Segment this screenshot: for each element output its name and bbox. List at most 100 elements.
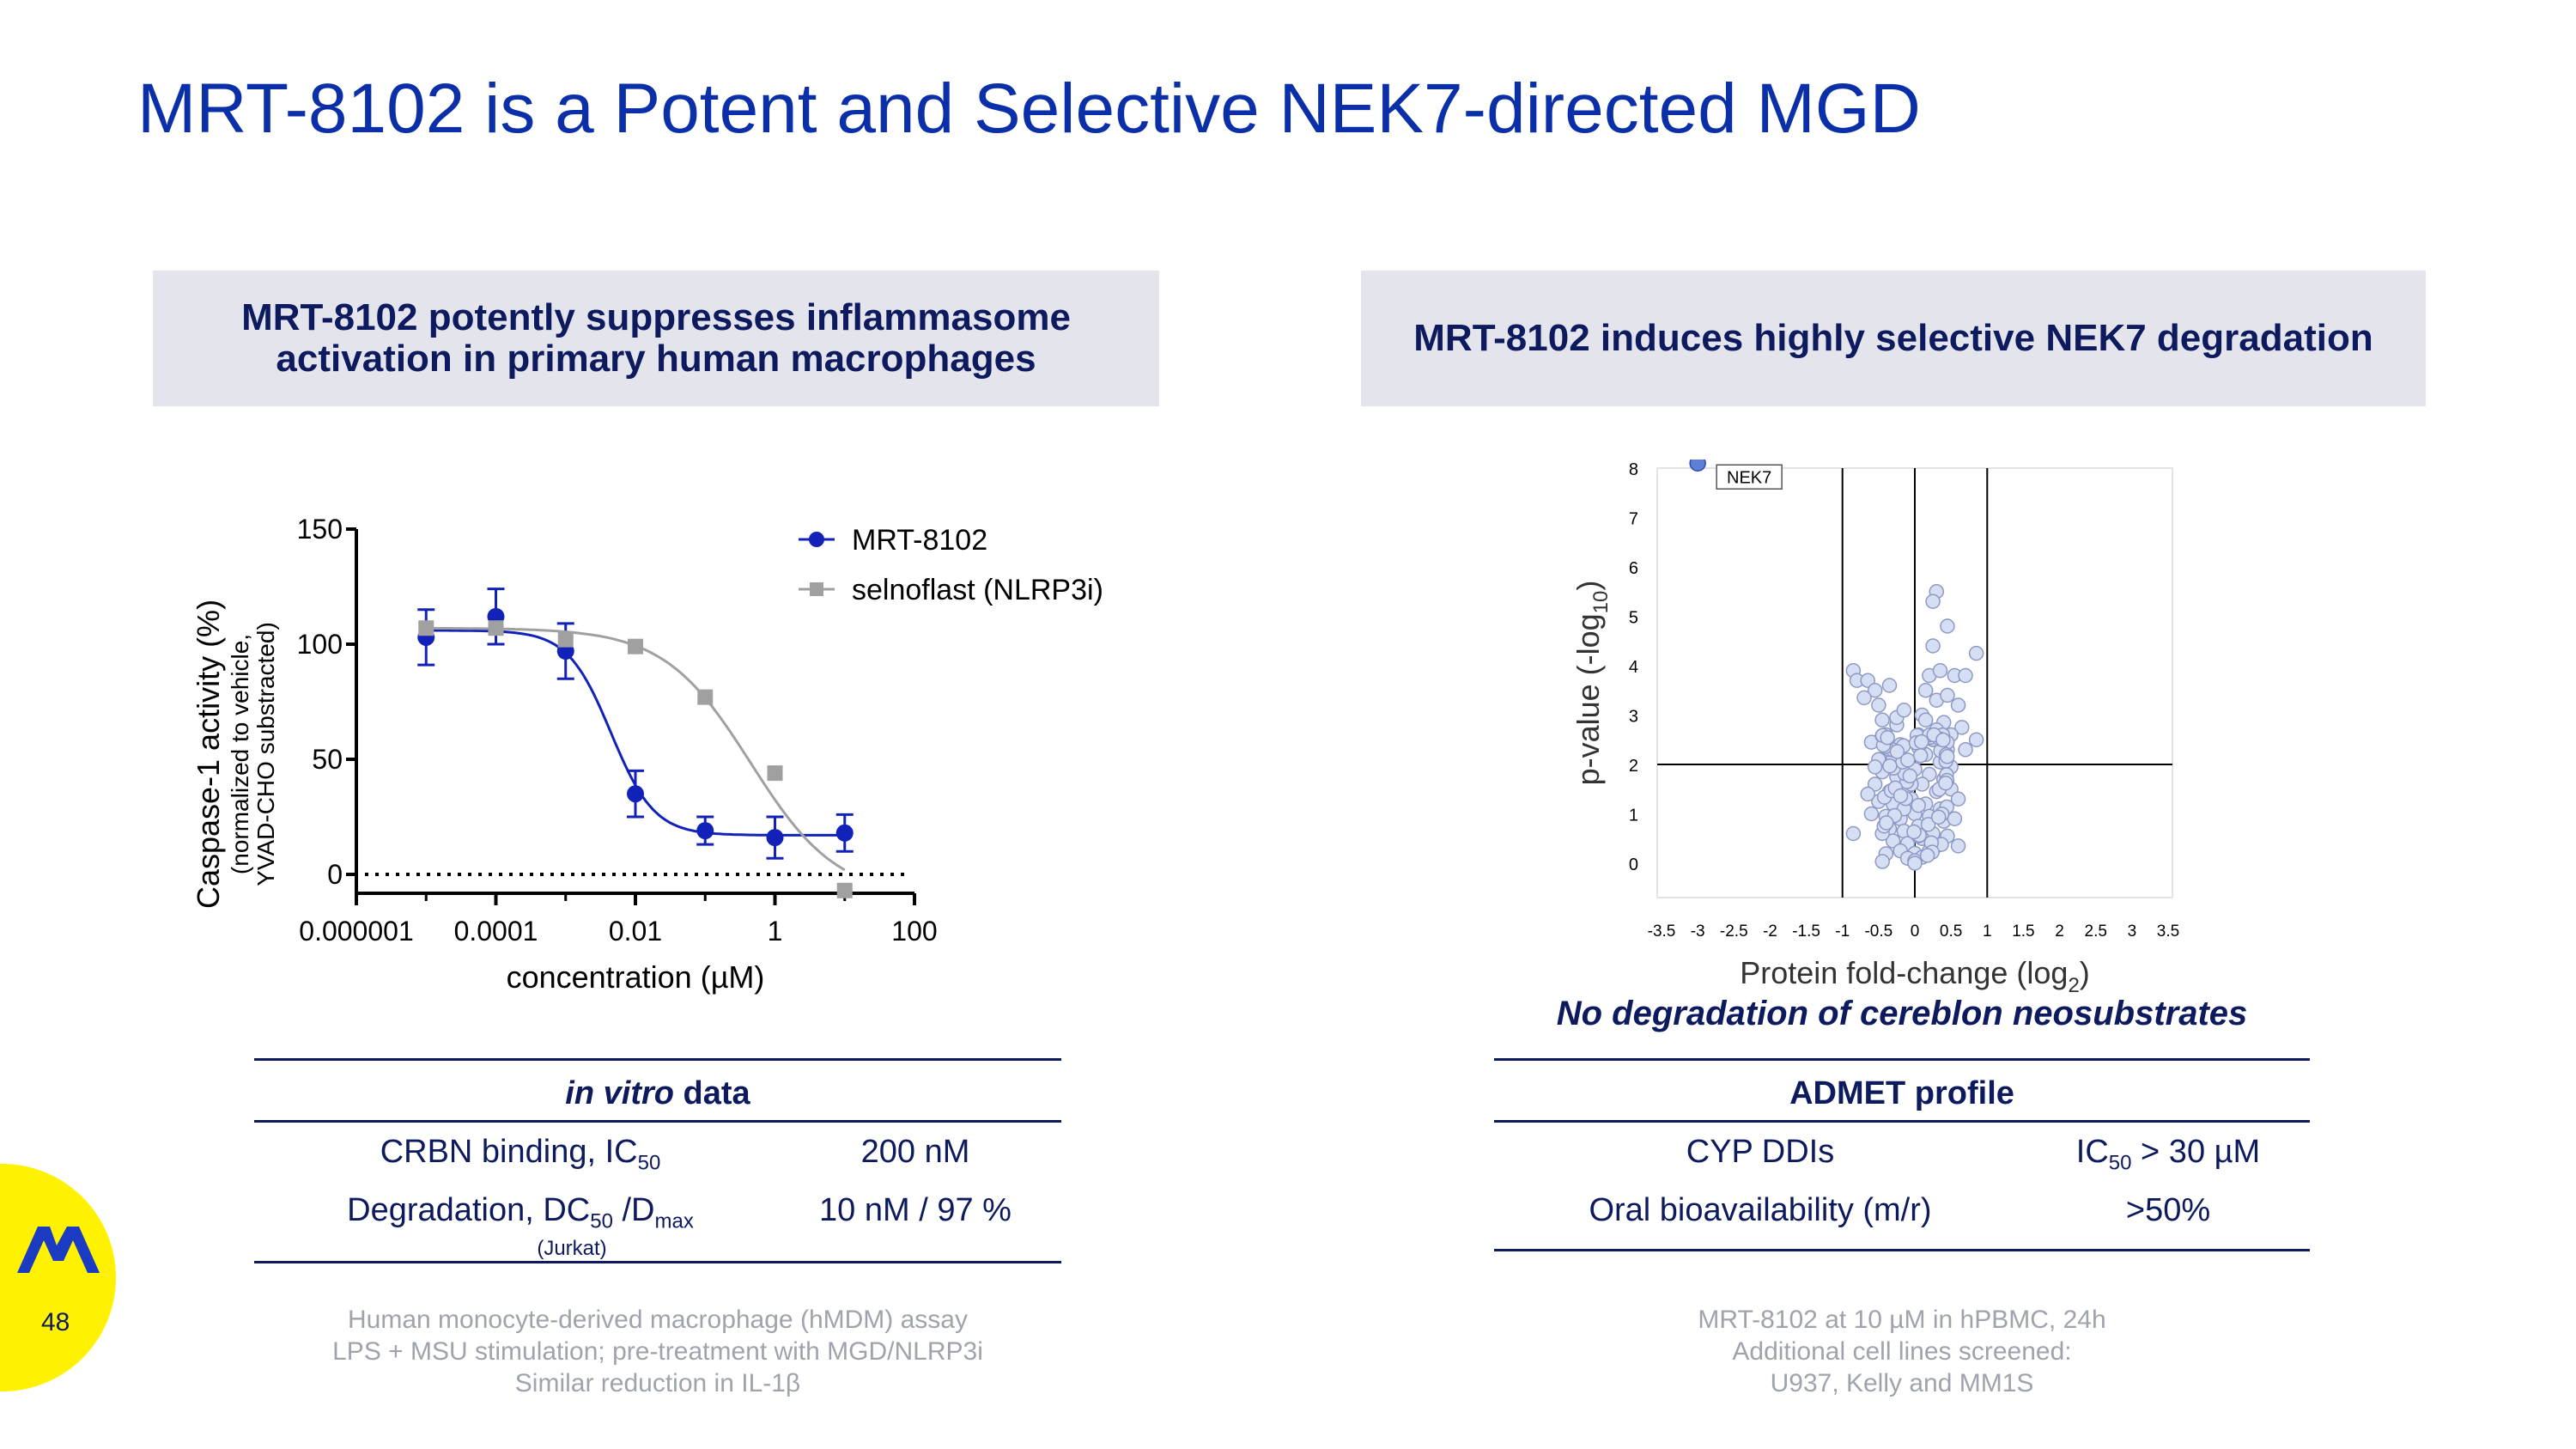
protein-point (1958, 742, 1973, 758)
data-point-selnoflast (557, 631, 574, 648)
protein-point (1950, 838, 1966, 854)
table-rule (254, 1058, 1061, 1061)
footnote-line: Additional cell lines screened: (1732, 1337, 2072, 1366)
protein-point (1882, 758, 1898, 774)
left-heading-line1: MRT-8102 potently suppresses inflammasom… (241, 296, 1071, 338)
legend-label: selnoflast (NLRP3i) (852, 574, 1103, 606)
table-row-value: >50% (2125, 1192, 2211, 1228)
table-row-value: 10 nM / 97 % (819, 1192, 1012, 1228)
x-tick-label: 0.0001 (454, 916, 538, 947)
protein-point (1863, 806, 1880, 822)
data-point-selnoflast (697, 689, 714, 705)
protein-point (1913, 734, 1929, 750)
x-tick-label: 1.5 (2012, 922, 2034, 941)
x-tick-label: -2.5 (1720, 922, 1748, 941)
x-tick-label: -1 (1835, 922, 1850, 941)
slide-title: MRT-8102 is a Potent and Selective NEK7-… (137, 70, 1921, 148)
protein-point (1917, 683, 1934, 698)
protein-point (1954, 720, 1970, 735)
table-row-label: CRBN binding, IC50 (380, 1134, 661, 1175)
protein-point (1874, 854, 1890, 869)
table-header: ADMET profile (1789, 1075, 2014, 1111)
y-tick-label: 150 (297, 514, 343, 545)
y-tick-label: 5 (1629, 609, 1638, 628)
protein-point (1881, 678, 1898, 693)
data-point-mrt-8102 (696, 822, 714, 840)
footnote-line: U937, Kelly and MM1S (1770, 1369, 2034, 1397)
admet-table: ADMET profile CYP DDIs IC50 > 30 µM Oral… (1494, 1058, 2310, 1264)
protein-point (1950, 697, 1966, 713)
nek7-label: NEK7 (1727, 468, 1771, 487)
company-logo-icon (17, 1227, 100, 1273)
table-row-label: Oral bioavailability (m/r) (1589, 1192, 1932, 1228)
table-rule (254, 1120, 1061, 1123)
y-tick-label: 7 (1629, 510, 1638, 529)
protein-point (1874, 712, 1890, 728)
legend-marker (810, 582, 823, 596)
protein-point (1919, 848, 1935, 863)
protein-point (1871, 697, 1886, 713)
table-row-value: 200 nM (860, 1134, 970, 1170)
footnote-line: MRT-8102 at 10 µM in hPBMC, 24h (1698, 1306, 2106, 1334)
protein-point (1845, 825, 1862, 842)
y-axis-label: p-value (-log10) (1571, 581, 1613, 786)
volcano-plot: 0 1 2 3 4 5 6 7 8 -3.5 -3 -2.5 -2 -1.5 -1 -0.5 0 0.5 1 1.5 2… (1571, 460, 2179, 992)
footnote-line: Human monocyte-derived macrophage (hMDM)… (348, 1306, 968, 1334)
protein-point (1920, 817, 1936, 832)
y-axis-sublabel: (normalized to vehicle, (227, 634, 253, 874)
legend-marker (809, 532, 824, 547)
dose-response-chart: 0 50 100 150 0.000001 0.0001 0.01 1 100 concentra… (191, 514, 1103, 995)
y-tick-label: 1 (1629, 807, 1638, 825)
y-tick-label: 2 (1629, 757, 1638, 776)
table-row-value: IC50 > 30 µM (2075, 1134, 2261, 1175)
nek7-label-box (1716, 464, 1783, 490)
nek7-point (1689, 460, 1706, 472)
protein-point (1940, 687, 1955, 703)
x-tick-label: 2 (2055, 922, 2064, 941)
table-row-label: Degradation, DC50 /Dmax (347, 1192, 694, 1233)
protein-point (1940, 618, 1955, 634)
protein-point (1896, 703, 1912, 718)
protein-point (1880, 730, 1895, 746)
y-tick-label: 50 (312, 744, 343, 775)
page-number: 48 (41, 1308, 70, 1336)
y-tick-label: 0 (327, 859, 343, 890)
x-tick-label: 0 (1911, 922, 1920, 941)
protein-point (1856, 690, 1872, 706)
protein-point (1938, 775, 1953, 791)
x-tick-label: -1.5 (1792, 922, 1820, 941)
table-rule (1494, 1120, 2310, 1123)
data-point-selnoflast (767, 765, 783, 782)
protein-point (1968, 645, 1984, 661)
protein-point (1935, 732, 1951, 748)
y-tick-label: 4 (1629, 658, 1638, 677)
table-rule (254, 1261, 1061, 1263)
right-footnotes: MRT-8102 at 10 µM in hPBMC, 24h Addition… (1494, 1304, 2310, 1399)
x-tick-label: -3 (1691, 922, 1705, 941)
y-tick-label: 6 (1629, 559, 1638, 578)
x-axis-label: concentration (µM) (507, 959, 765, 995)
y-tick-label: 100 (297, 629, 343, 660)
table-rule (1494, 1249, 2310, 1251)
protein-point (1867, 683, 1883, 698)
y-axis-sublabel: YVAD-CHO substracted) (252, 622, 279, 886)
y-tick-label: 3 (1629, 708, 1638, 727)
x-tick-label: 3.5 (2157, 922, 2179, 941)
protein-point (1940, 749, 1955, 764)
protein-point (1900, 752, 1916, 768)
protein-point (1907, 855, 1923, 871)
protein-point (1958, 667, 1973, 684)
left-heading-line2: activation in primary human macrophages (276, 338, 1036, 380)
data-point-mrt-8102 (627, 785, 644, 803)
x-axis-label: Protein fold-change (log2) (1740, 955, 2090, 992)
protein-point (1930, 809, 1947, 825)
x-tick-label: 2.5 (2085, 922, 2107, 941)
x-tick-label: 1 (1983, 922, 1992, 941)
protein-point (1925, 594, 1941, 609)
x-tick-label: -2 (1763, 922, 1777, 941)
protein-point (1911, 797, 1926, 813)
x-tick-label: 0.01 (609, 916, 662, 947)
x-tick-label: 1 (768, 916, 783, 947)
protein-point (1947, 811, 1963, 826)
protein-point (1860, 786, 1875, 802)
